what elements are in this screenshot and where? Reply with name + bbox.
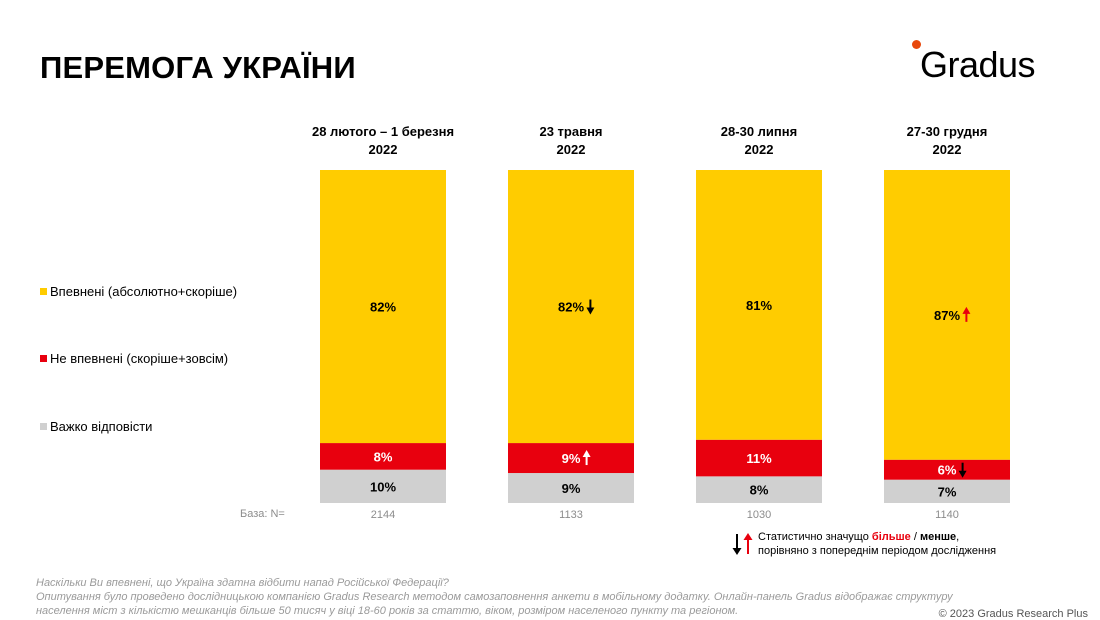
significance-separator: / [910, 531, 920, 543]
legend-label: Впевнені (абсолютно+скоріше) [50, 284, 238, 299]
footnote-method-line1: Опитування було проведено дослідницькою … [36, 591, 953, 603]
significance-arrows-icon [732, 533, 753, 555]
bar-segment [320, 443, 446, 470]
bar-segment [884, 170, 1010, 460]
data-label: 82% [558, 300, 584, 315]
footnote: Наскільки Ви впевнені, що Україна здатна… [36, 576, 1026, 618]
significance-down-icon-head [586, 307, 595, 315]
bar-segment [320, 170, 446, 444]
significance-prefix: Статистично значущо [758, 531, 872, 543]
bar-segment [696, 170, 822, 440]
significance-up-icon [582, 450, 591, 466]
page-title: ПЕРЕМОГА УКРАЇНИ [40, 50, 356, 85]
logo-text: Gradus [920, 44, 1036, 85]
significance-up-icon-head [582, 450, 591, 458]
legend-swatch-yellow [40, 288, 47, 295]
copyright: © 2023 Gradus Research Plus [938, 608, 1088, 620]
legend-label: Не впевнені (скоріше+зовсім) [50, 351, 229, 366]
category-label: 27-30 грудня [907, 124, 988, 139]
data-label: 11% [746, 451, 772, 466]
bar-segment [696, 439, 822, 477]
significance-up-icon [962, 306, 971, 322]
base-value: 2144 [371, 509, 395, 521]
category-year: 2022 [557, 142, 586, 157]
footnote-method-line2: населення міст з кількістю мешканців біл… [36, 605, 739, 617]
data-label: 82% [370, 300, 396, 315]
data-label: 8% [750, 483, 769, 498]
legend-item-not-confident: Не впевнені (скоріше+зовсім) [40, 351, 228, 366]
significance-note: Статистично значущо більше / менше, порі… [732, 530, 996, 558]
data-label: 6% [938, 463, 957, 478]
bar-segment [884, 479, 1010, 503]
footnote-question: Наскільки Ви впевнені, що Україна здатна… [36, 577, 449, 589]
data-label: 7% [938, 484, 957, 499]
bar-segment [696, 476, 822, 503]
significance-more: більше [871, 531, 911, 543]
category-label: 23 травня [539, 124, 602, 139]
legend-swatch-red [40, 355, 47, 362]
legend-item-hard-to-say: Важко відповісти [40, 419, 152, 434]
data-label: 8% [374, 449, 393, 464]
data-label: 81% [746, 298, 772, 313]
significance-down-icon-head [958, 470, 967, 478]
base-value: 1140 [935, 509, 959, 521]
gradus-logo: Gradus [912, 38, 1072, 88]
category-year: 2022 [745, 142, 774, 157]
data-label: 87% [934, 308, 960, 323]
data-label: 10% [370, 479, 396, 494]
bar-segment [320, 469, 446, 503]
legend-swatch-gray [40, 423, 47, 430]
data-label: 9% [562, 481, 581, 496]
significance-less: менше [919, 531, 957, 543]
base-value: 1030 [747, 509, 771, 521]
category-year: 2022 [933, 142, 962, 157]
bar-segment [508, 170, 634, 444]
base-label: База: N= [240, 508, 285, 520]
significance-down-icon [958, 462, 967, 478]
significance-line2: порівняно з попереднім періодом дослідже… [758, 545, 997, 557]
bar-segment [508, 473, 634, 503]
category-year: 2022 [369, 142, 398, 157]
data-label: 9% [562, 451, 581, 466]
category-label: 28-30 липня [721, 124, 797, 139]
significance-suffix: , [956, 531, 960, 543]
significance-down-icon [586, 299, 595, 315]
significance-up-icon-head [962, 306, 971, 314]
stacked-bar-chart: 28 лютого – 1 березня 2022 10% 8% 82% 2144 23 … [312, 124, 1010, 521]
base-value: 1133 [559, 509, 583, 521]
logo-dot-icon [912, 40, 921, 49]
category-label: 28 лютого – 1 березня [312, 124, 454, 139]
bar-segment [884, 459, 1010, 480]
legend-label: Важко відповісти [50, 419, 153, 434]
bar-segment [508, 443, 634, 474]
legend-item-confident: Впевнені (абсолютно+скоріше) [40, 284, 237, 299]
